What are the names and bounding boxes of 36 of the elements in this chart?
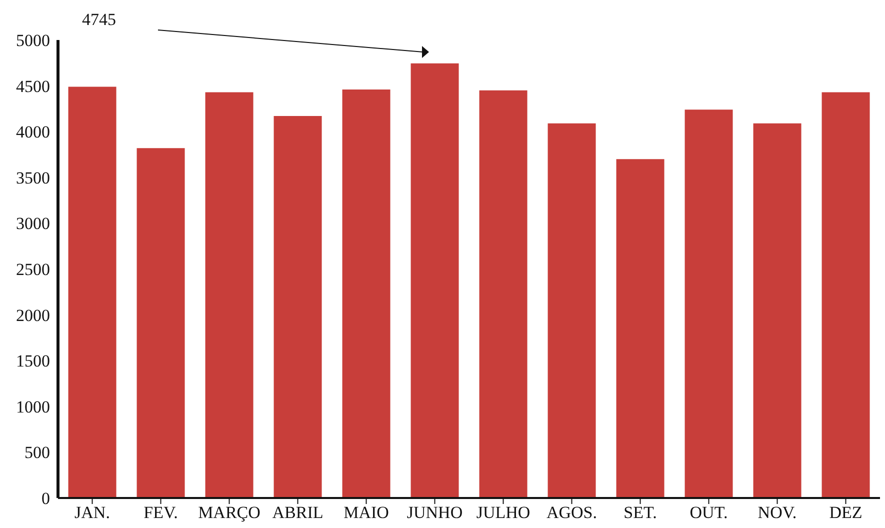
y-tick-label: 2000 — [16, 306, 50, 325]
x-tick-label: ABRIL — [272, 503, 324, 522]
y-tick-label: 500 — [24, 443, 50, 462]
y-tick-label: 2500 — [16, 260, 50, 280]
y-tick-label: 4500 — [16, 76, 50, 96]
y-tick-label: 4000 — [16, 122, 50, 142]
bar — [205, 92, 254, 498]
x-tick-label: JUNHO — [406, 503, 463, 522]
y-tick-label: 0 — [42, 489, 50, 508]
y-tick-label: 5000 — [16, 31, 50, 50]
x-tick-label: MAIO — [344, 503, 389, 522]
bar — [342, 89, 390, 498]
y-tick-label: 3000 — [16, 214, 50, 234]
x-tick-label: DEZ — [829, 503, 862, 522]
bar — [410, 63, 459, 498]
bar — [68, 86, 116, 498]
x-tick-label: JAN. — [74, 503, 110, 522]
bar — [822, 92, 870, 498]
y-tick-label: 1500 — [16, 352, 50, 371]
y-tick-label: 3500 — [16, 168, 50, 188]
bar — [274, 116, 322, 498]
bar — [548, 123, 596, 498]
x-tick-label: NOV. — [758, 503, 797, 522]
bar — [753, 123, 802, 498]
text: 4745 — [82, 10, 116, 30]
x-tick-label: SET. — [624, 503, 657, 522]
x-tick-label: AGOS. — [546, 503, 598, 522]
bar — [136, 148, 185, 498]
bar — [684, 110, 733, 498]
y-tick-label: 1000 — [16, 397, 50, 416]
x-tick-label: MARÇO — [198, 503, 260, 522]
bar — [479, 90, 528, 498]
x-tick-label: OUT. — [690, 503, 728, 522]
bar — [616, 159, 664, 498]
x-tick-label: FEV. — [144, 503, 178, 522]
x-tick-label: JULHO — [476, 503, 530, 522]
